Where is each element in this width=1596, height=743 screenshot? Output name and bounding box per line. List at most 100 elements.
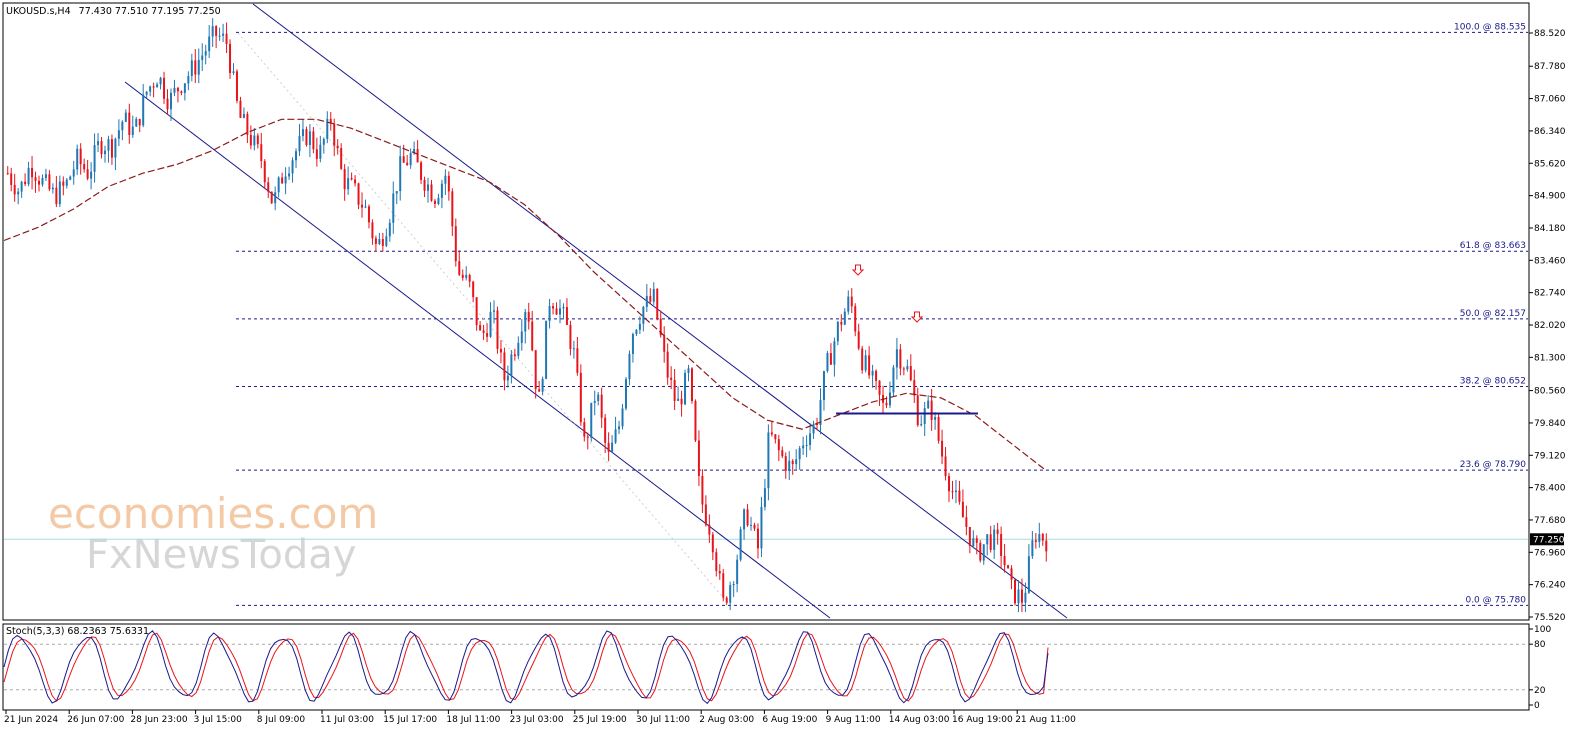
candle-body [597, 394, 600, 401]
candle-body [288, 173, 291, 177]
candle-body [805, 445, 808, 447]
candle-body [20, 181, 23, 192]
candle-body [83, 164, 86, 170]
candle-body [475, 297, 478, 326]
candle-body [819, 400, 822, 426]
candle-body [274, 192, 277, 204]
symbol-name: UKOUSD.s,H4 [6, 6, 71, 17]
time-tick-label: 26 Jun 07:00 [67, 715, 124, 725]
candle-body [503, 352, 506, 381]
fibonacci-levels: 100.0 @ 88.535 61.8 @ 83.663 50.0 @ 82.157… [236, 22, 1528, 606]
candle-body [256, 135, 259, 145]
candle-body [301, 129, 304, 137]
candle-body [854, 306, 857, 332]
candle-body [572, 348, 575, 350]
candle-body [885, 402, 888, 406]
candle-body [493, 310, 496, 312]
candle-body [263, 161, 266, 183]
candle-body [281, 177, 284, 184]
candle-body [618, 426, 621, 430]
candle-body [169, 92, 172, 110]
candle-body [611, 442, 614, 452]
candle-body [961, 501, 964, 518]
candle-body [548, 306, 551, 321]
candle-body [430, 184, 433, 201]
candle-body [722, 573, 725, 598]
candle-body [114, 138, 117, 158]
candle-body [517, 342, 520, 356]
candle-body [336, 145, 339, 149]
candle-body [90, 171, 93, 179]
candle-body [305, 129, 308, 145]
candle-body [166, 98, 169, 110]
candle-body [524, 311, 527, 332]
candle-body [1017, 589, 1020, 604]
candle-body [486, 333, 489, 337]
fib-level-label: 0.0 @ 75.780 [1465, 595, 1526, 605]
time-tick-label: 30 Jul 11:00 [636, 715, 690, 725]
candle-body [322, 139, 325, 145]
candle-body [868, 355, 871, 376]
candle-body [638, 323, 641, 330]
candle-body [777, 439, 780, 451]
candle-body [402, 156, 405, 163]
candle-body [142, 94, 145, 126]
candle-body [65, 179, 68, 186]
time-tick-label: 15 Jul 17:00 [383, 715, 437, 725]
candle-body [520, 331, 523, 343]
candle-body [878, 380, 881, 395]
candle-body [496, 310, 499, 349]
candle-body [194, 60, 197, 75]
price-tick-label: 87.780 [1534, 62, 1566, 72]
candle-body [423, 179, 426, 191]
candle-body [381, 239, 384, 246]
candle-body [246, 113, 249, 135]
candle-body [340, 148, 343, 169]
candle-body [791, 460, 794, 465]
candle-body [948, 476, 951, 492]
candle-body [975, 538, 978, 543]
candle-body [135, 119, 138, 127]
candle-body [55, 187, 58, 205]
candle-body [208, 36, 211, 52]
candle-body [753, 524, 756, 529]
candle-body [569, 324, 572, 349]
candle-body [586, 436, 589, 438]
candle-body [197, 59, 200, 75]
price-tick-label: 82.020 [1534, 321, 1566, 331]
candle-body [531, 321, 534, 351]
candle-body [861, 348, 864, 371]
candle-body [361, 204, 364, 208]
candle-body [13, 184, 16, 195]
candle-body [746, 509, 749, 526]
candle-body [802, 445, 805, 449]
candle-body [211, 26, 214, 37]
candle-body [694, 401, 697, 441]
candle-body [267, 182, 270, 192]
candle-body [482, 330, 485, 334]
candle-body [631, 333, 634, 354]
candle-body [774, 434, 777, 440]
candle-body [48, 174, 51, 190]
candle-body [690, 368, 693, 402]
candle-body [590, 402, 593, 438]
time-tick-label: 6 Aug 19:00 [762, 715, 817, 725]
candle-body [180, 91, 183, 93]
candle-body [284, 176, 287, 184]
candle-body [152, 86, 155, 88]
candle-body [892, 367, 895, 393]
candle-body [215, 26, 218, 36]
candle-body [10, 173, 13, 185]
candle-body [930, 400, 933, 420]
candle-body [58, 181, 61, 205]
candle-body [222, 33, 225, 36]
symbol-header: UKOUSD.s,H4 77.430 77.510 77.195 77.250 [6, 6, 221, 17]
candle-body [847, 296, 850, 312]
candle-body [739, 529, 742, 560]
candle-body [374, 238, 377, 245]
candle-body [767, 432, 770, 489]
candle-body [513, 354, 516, 356]
candle-body [666, 351, 669, 378]
candle-body [635, 329, 638, 334]
